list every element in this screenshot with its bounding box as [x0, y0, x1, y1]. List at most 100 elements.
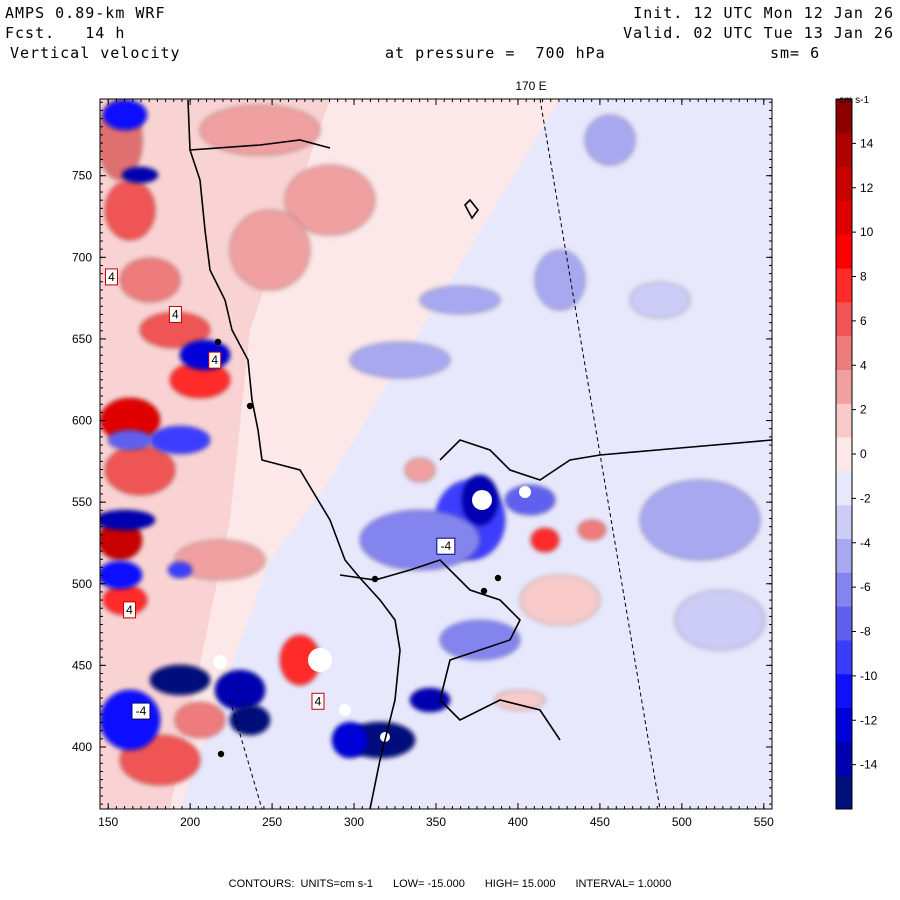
field-blob	[104, 179, 156, 241]
field-blob	[674, 589, 766, 651]
colorbar-swatch	[836, 166, 852, 201]
colorbar-swatch	[836, 437, 852, 472]
station-dot	[371, 575, 379, 583]
x-tick-label: 350	[426, 815, 446, 829]
offscale-patch	[339, 704, 351, 716]
field-blob	[104, 444, 176, 496]
x-tick-label: 500	[672, 815, 692, 829]
field-blob	[629, 281, 691, 319]
field-name: Vertical velocity	[10, 44, 181, 62]
pressure-label: at pressure =	[385, 44, 516, 62]
field-blob	[530, 527, 560, 553]
field-blob	[100, 689, 161, 751]
contour-high: HIGH= 15.000	[484, 878, 556, 890]
field-blob	[284, 164, 376, 236]
field-blob	[100, 560, 143, 590]
field-blob	[534, 249, 586, 311]
colorbar-tick-label: 0	[860, 447, 867, 461]
colorbar-tick-label: 4	[860, 358, 867, 372]
field-blob	[349, 341, 451, 379]
offscale-patch	[472, 490, 492, 510]
colorbar-swatch	[836, 470, 852, 506]
colorbar-tick-label: -2	[860, 491, 871, 505]
contour-label: 4	[126, 603, 133, 617]
model-title: AMPS 0.89-km WRF	[5, 4, 166, 22]
contour-label-box	[436, 537, 456, 555]
colorbar-tick-label: -12	[860, 713, 878, 727]
offscale-patch	[519, 486, 531, 498]
field-blob	[179, 339, 231, 371]
contour-label-box	[311, 692, 325, 710]
colorbar-swatch	[836, 369, 852, 404]
coastline-central	[439, 439, 772, 481]
contour-units: CONTOURS: UNITS=cm s-1	[228, 878, 373, 890]
field-blob	[404, 457, 436, 483]
station-dot	[246, 402, 254, 410]
coastline-ross	[339, 559, 561, 741]
colorbar-swatch	[836, 504, 852, 540]
colorbar-swatch	[836, 673, 852, 709]
x-tick-label: 450	[590, 815, 610, 829]
field-blob	[174, 539, 266, 581]
colorbar: 14 12 10 8 6 4 2 0 -2 -4 -6 -8 -10 -12 -14	[835, 98, 878, 810]
y-tick-label: 600	[72, 414, 92, 428]
valid-time: Valid. 02 UTC Tue 13 Jan 26	[623, 24, 894, 42]
contour-low: LOW= -15.000	[392, 878, 465, 890]
contour-labels: 4 4 4 4 4 -4 -4	[104, 268, 456, 720]
y-tick-label: 700	[72, 250, 92, 264]
colorbar-swatch	[836, 335, 852, 370]
field-blob	[584, 114, 636, 166]
contour-label: 4	[315, 694, 322, 708]
field-blob	[199, 104, 321, 156]
field-blob	[229, 209, 311, 291]
y-tick-label: 750	[72, 169, 92, 183]
contour-label: -4	[136, 704, 147, 718]
field-blob	[639, 479, 761, 561]
y-tick-label: 650	[72, 332, 92, 346]
forecast-hour: Fcst. 14 h	[5, 24, 125, 42]
x-tick-label: 550	[754, 815, 774, 829]
colorbar-tick-label: 8	[860, 270, 867, 284]
meridian-label: 170 E	[515, 79, 546, 93]
coastline-west	[187, 99, 401, 809]
colorbar-tick-label: -4	[860, 536, 871, 550]
colorbar-swatch	[836, 200, 852, 235]
station-dot	[480, 587, 488, 595]
smoothing-label: sm= 6	[770, 44, 821, 62]
offscale-patch	[308, 648, 332, 672]
field-blob	[107, 429, 153, 451]
colorbar-swatch	[836, 707, 852, 742]
colorbar-swatch	[836, 132, 852, 168]
x-tick-label: 150	[98, 815, 118, 829]
pressure-value: 700 hPa	[535, 44, 606, 62]
field-blob	[100, 509, 156, 531]
axes: 150 200 250 300 350 400 450 500 550 400 450 500 550 6…	[72, 99, 774, 829]
y-tick-label: 550	[72, 495, 92, 509]
field-blob	[121, 166, 159, 184]
coastline-island	[464, 198, 480, 220]
y-tick-label: 500	[72, 577, 92, 591]
field-blob	[577, 519, 607, 541]
field-blob	[519, 574, 601, 626]
contour-label: -4	[440, 539, 451, 553]
contour-label-box	[168, 305, 182, 323]
colorbar-swatch	[836, 639, 852, 675]
colorbar-tick-label: 14	[860, 136, 874, 150]
contour-label-box	[131, 702, 151, 720]
contour-info: CONTOURS: UNITS=cm s-1 LOW= -15.000 HIGH= …	[0, 878, 900, 890]
station-dot	[214, 338, 222, 346]
colorbar-swatch	[836, 403, 852, 438]
colorbar-tick-label: -6	[860, 580, 871, 594]
colorbar-tick-label: 12	[860, 181, 874, 195]
y-tick-label: 400	[72, 740, 92, 754]
contour-label: 4	[108, 270, 115, 284]
meridian-left	[229, 699, 263, 810]
contour-label-box	[123, 601, 137, 619]
y-tick-label: 450	[72, 658, 92, 672]
field-blob	[504, 484, 556, 516]
field-blob	[149, 664, 211, 696]
station-dot	[217, 750, 225, 758]
meridian-170e	[539, 98, 661, 810]
x-tick-label: 200	[180, 815, 200, 829]
